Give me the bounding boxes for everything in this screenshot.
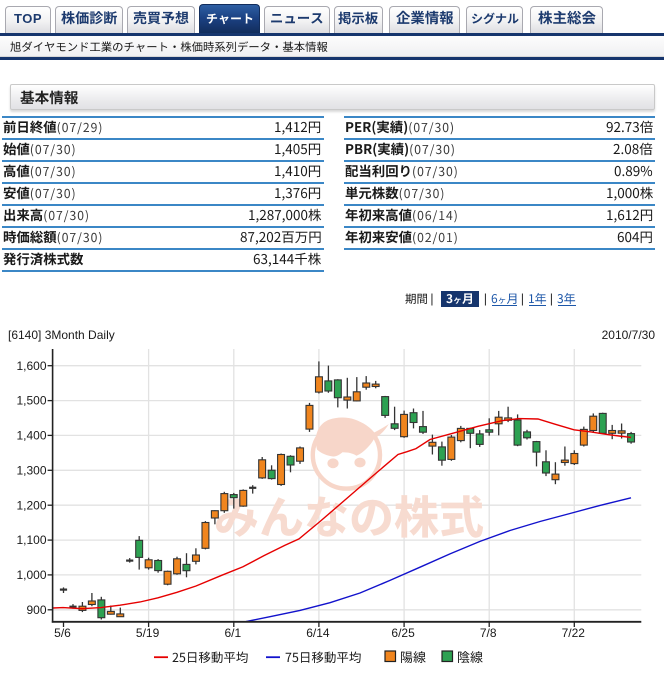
svg-text:900: 900 [26, 603, 46, 617]
svg-text:6/14: 6/14 [306, 626, 330, 640]
svg-text:1,600: 1,600 [16, 359, 46, 373]
svg-text:1,100: 1,100 [16, 533, 46, 547]
svg-text:7/8: 7/8 [480, 626, 497, 640]
svg-text:1,000: 1,000 [16, 568, 46, 582]
svg-text:[6140] 3Month Daily: [6140] 3Month Daily [8, 328, 115, 342]
svg-text:6/25: 6/25 [391, 626, 415, 640]
svg-text:2010/7/30: 2010/7/30 [602, 328, 656, 342]
svg-text:1,200: 1,200 [16, 498, 46, 512]
svg-text:5/6: 5/6 [54, 626, 71, 640]
svg-text:6/1: 6/1 [224, 626, 241, 640]
svg-text:1,300: 1,300 [16, 463, 46, 477]
svg-text:7/22: 7/22 [562, 626, 586, 640]
svg-text:5/19: 5/19 [136, 626, 160, 640]
svg-text:1,400: 1,400 [16, 429, 46, 443]
svg-text:1,500: 1,500 [16, 394, 46, 408]
